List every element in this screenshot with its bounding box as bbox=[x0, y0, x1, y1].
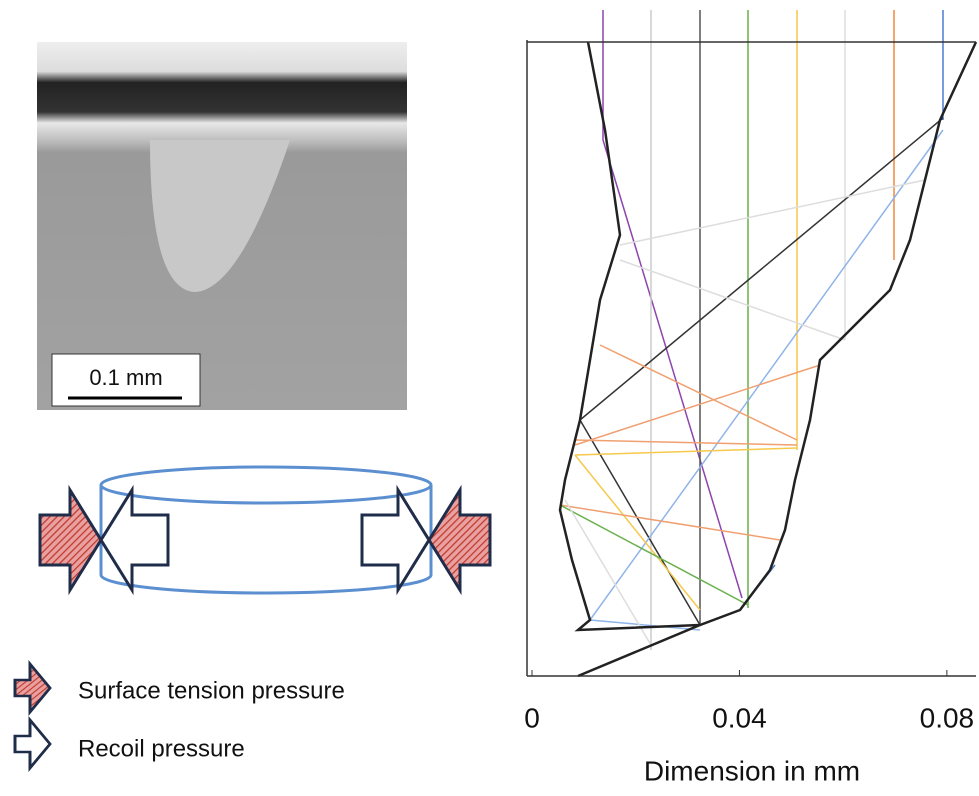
legend-label: Recoil pressure bbox=[78, 735, 245, 762]
x-axis-label: Dimension in mm bbox=[644, 755, 860, 786]
pressure-arrows bbox=[13, 484, 492, 772]
rays bbox=[559, 10, 944, 650]
legend-label: Surface tension pressure bbox=[78, 677, 345, 704]
x-tick-label: 0.08 bbox=[920, 702, 975, 733]
keyhole-outline bbox=[558, 41, 978, 632]
axes bbox=[526, 40, 976, 677]
keyhole-outline bbox=[577, 623, 701, 678]
melt-pool bbox=[150, 140, 290, 292]
x-tick-label: 0 bbox=[524, 702, 540, 733]
scale-label: 0.1 mm bbox=[89, 365, 162, 390]
cylinder bbox=[99, 465, 433, 595]
x-tick-label: 0.04 bbox=[712, 702, 767, 733]
